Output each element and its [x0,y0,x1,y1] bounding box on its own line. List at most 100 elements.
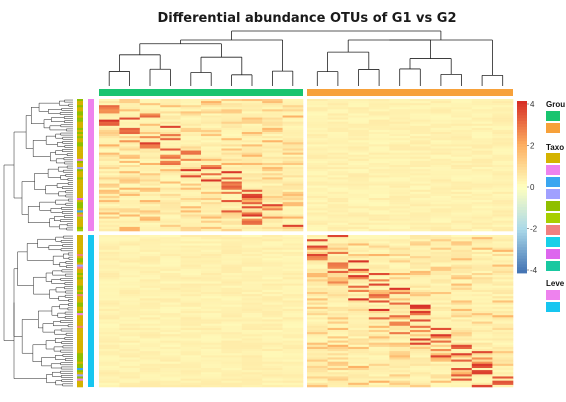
heatmap-cell [201,254,222,257]
heatmap-cell [139,198,161,201]
heatmap-cell [180,111,202,114]
heatmap-cell [139,216,161,219]
heatmap-cell [262,283,283,286]
heatmap-cell [327,121,349,125]
heatmap-cell [492,300,514,303]
heatmap-cell [160,235,181,238]
heatmap-cell [410,140,431,143]
heatmap-cell [201,109,222,112]
heatmap-cell [180,150,202,153]
heatmap-cell [99,189,120,193]
heatmap-cell [180,148,202,151]
heatmap-cell [262,127,283,131]
heatmap-cell [160,319,181,322]
heatmap-cell [119,359,141,362]
heatmap-cell [139,228,161,232]
heatmap-cell [139,179,161,182]
heatmap-cell [282,142,304,145]
heatmap-cell [307,212,328,215]
heatmap-cell [451,107,473,110]
heatmap-cell [282,340,304,343]
heatmap-cell [262,346,283,350]
heatmap-cell [119,294,141,297]
taxonomy-cell [77,121,83,125]
heatmap-cell [451,206,473,209]
heatmap-cell [307,378,328,381]
heatmap-cell [430,160,452,164]
heatmap-cell [451,319,473,322]
heatmap-cell [221,179,243,182]
heatmap-cell [451,361,473,365]
heatmap-cell [139,150,161,153]
heatmap-cell [241,243,263,246]
heatmap-cell [389,304,411,308]
heatmap-cell [471,302,493,305]
heatmap-cell [221,374,243,377]
heatmap-cell [180,289,202,293]
colorbar-step [517,109,527,113]
heatmap-cell [282,158,304,162]
heatmap-cell [327,296,349,299]
heatmap-cell [307,162,328,166]
heatmap-cell [471,258,493,261]
heatmap-cell [119,125,141,129]
heatmap-cell [99,384,120,388]
heatmap-cell [430,226,452,230]
heatmap-cell [160,380,181,384]
heatmap-cell [430,218,452,221]
heatmap-cell [139,258,161,261]
taxonomy-cell [77,148,83,151]
heatmap-cell [119,266,141,270]
heatmap-cell [410,210,431,213]
heatmap-cell [160,129,181,133]
taxonomy-cell [77,111,83,114]
heatmap-cell [180,173,202,176]
heatmap-cell [410,167,431,170]
heatmap-cell [119,313,141,316]
heatmap-cell [471,357,493,360]
heatmap-cell [451,270,473,274]
heatmap-cell [241,181,263,184]
heatmap-cell [241,142,263,145]
taxonomy-cell [77,289,83,293]
heatmap-cell [99,317,120,320]
heatmap-cell [160,311,181,314]
heatmap-cell [307,344,328,348]
heatmap-cell [348,330,370,333]
heatmap-cell [139,181,161,184]
heatmap-cell [180,380,202,384]
heatmap-cell [119,262,141,265]
heatmap-cell [430,349,452,352]
heatmap-cell [139,111,161,114]
heatmap-cell [389,336,411,339]
heatmap-cell [282,107,304,110]
heatmap-cell [139,370,161,373]
heatmap-cell [241,160,263,164]
taxonomy-cell [77,239,83,242]
heatmap-cell [389,264,411,267]
heatmap-cell [368,148,390,151]
heatmap-cell [139,346,161,350]
heatmap-cell [241,154,263,158]
heatmap-cell [262,129,283,133]
heatmap-cell [180,247,202,251]
heatmap-cell [389,327,411,331]
heatmap-cell [221,380,243,384]
heatmap-cell [119,340,141,343]
heatmap-cell [241,251,263,255]
taxonomy-cell [77,365,83,369]
heatmap-cell [262,165,283,168]
heatmap-cell [160,363,181,367]
heatmap-cell [410,355,431,358]
heatmap-cell [201,214,222,217]
taxonomy-cell [77,277,83,280]
heatmap-cell [492,287,514,291]
heatmap-cell [180,113,202,116]
heatmap-cell [389,101,411,104]
heatmap-cell [99,222,120,226]
heatmap-cell [282,334,304,337]
taxonomy-cell [77,351,83,354]
heatmap-cell [180,302,202,305]
taxonomy-cell [77,173,83,176]
heatmap-cell [282,129,304,133]
